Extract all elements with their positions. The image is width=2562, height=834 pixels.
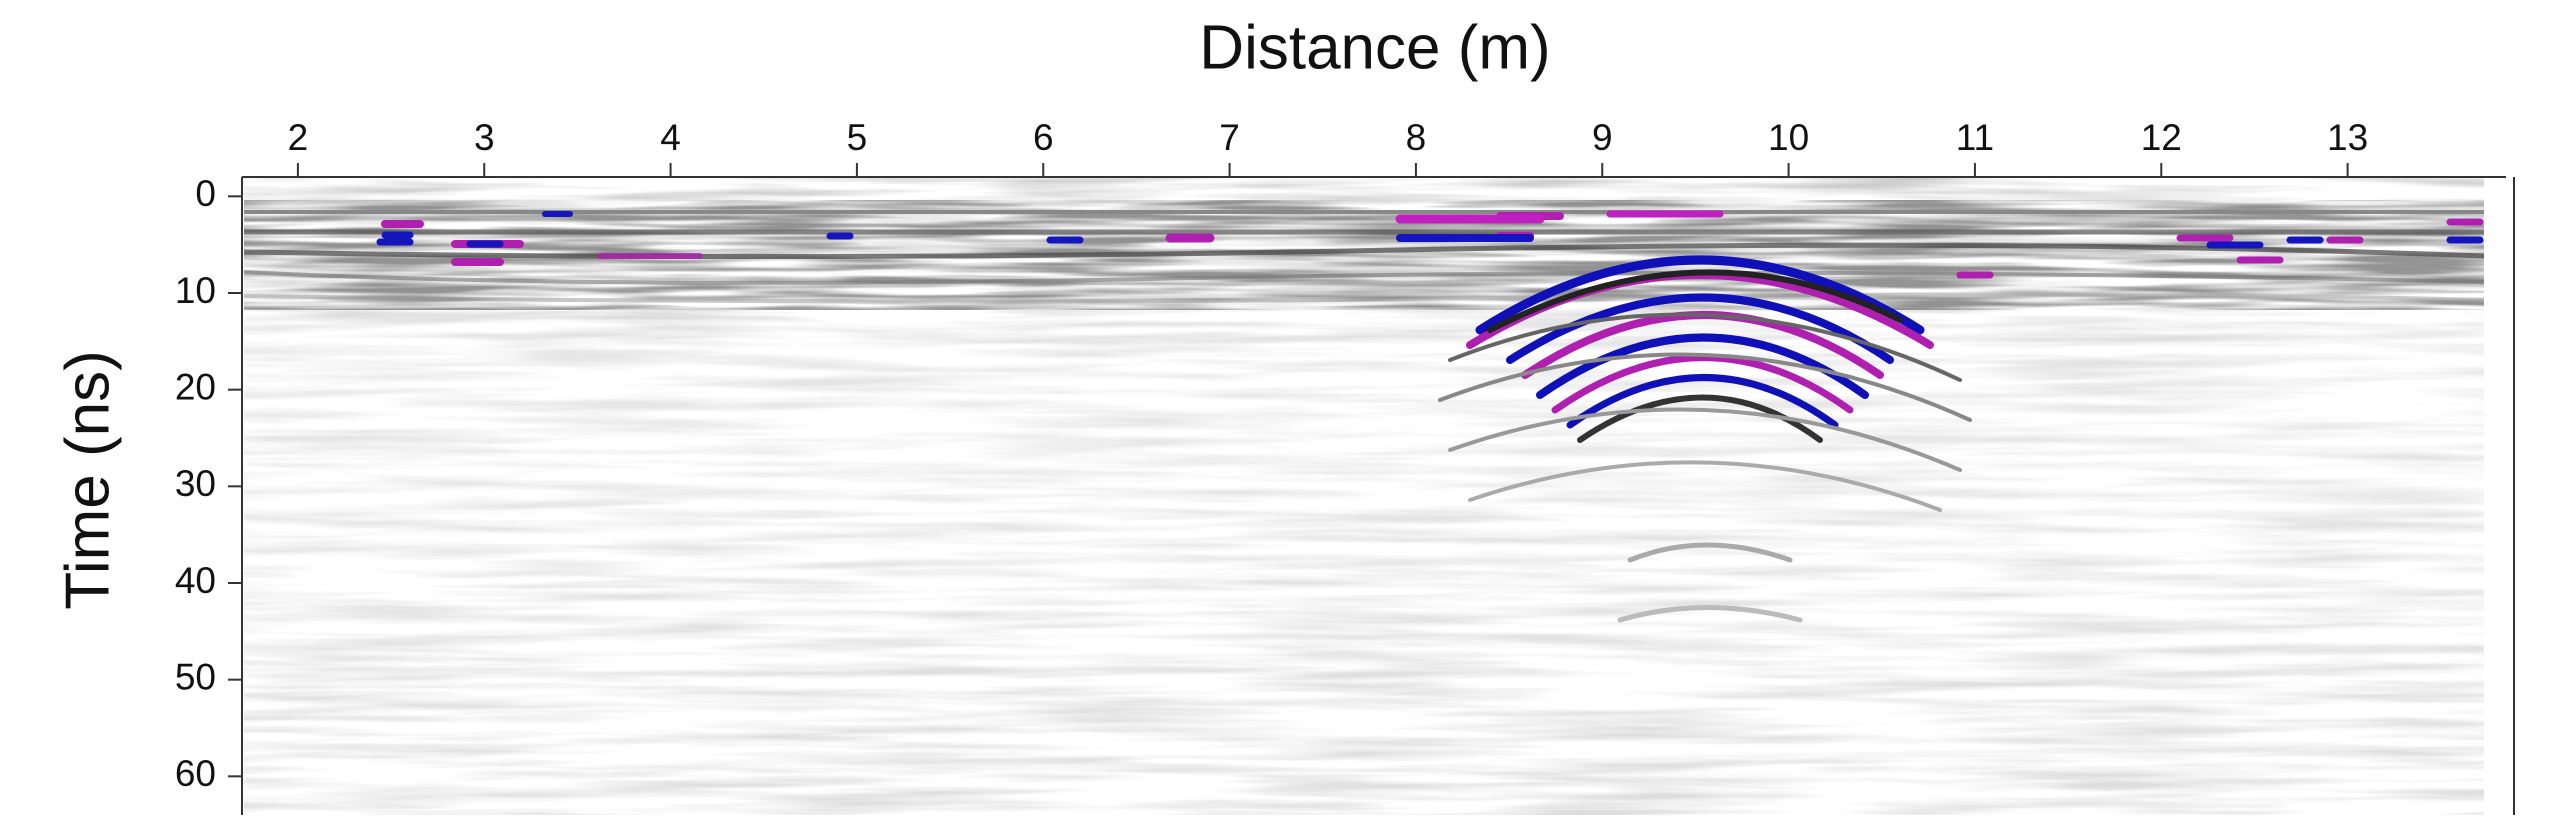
title-box	[1140, 0, 1610, 90]
x-tick-label: 8	[1406, 117, 1427, 158]
x-tick-label: 7	[1219, 117, 1240, 158]
y-axis-label: Time (ns)	[53, 350, 122, 609]
x-tick-label: 12	[2141, 117, 2182, 158]
x-axis-label: Distance (m)	[1199, 13, 1550, 82]
y-tick-label: 10	[175, 270, 216, 311]
x-tick-label: 11	[1956, 117, 1994, 158]
x-tick-label: 13	[2327, 117, 2368, 158]
y-tick-label: 60	[175, 753, 216, 794]
y-tick-label: 40	[175, 560, 216, 601]
y-tick-label: 50	[175, 656, 216, 697]
x-tick-label: 4	[660, 117, 681, 158]
radargram-image	[244, 177, 2484, 815]
y-tick-label: 30	[175, 463, 216, 504]
x-tick-label: 3	[474, 117, 495, 158]
x-tick-label: 10	[1768, 117, 1809, 158]
x-tick-label: 6	[1033, 117, 1054, 158]
x-tick-label: 5	[847, 117, 868, 158]
y-tick-label: 0	[195, 173, 216, 214]
y-tick-label: 20	[175, 366, 216, 407]
x-tick-label: 2	[288, 117, 309, 158]
x-tick-label: 9	[1592, 117, 1613, 158]
